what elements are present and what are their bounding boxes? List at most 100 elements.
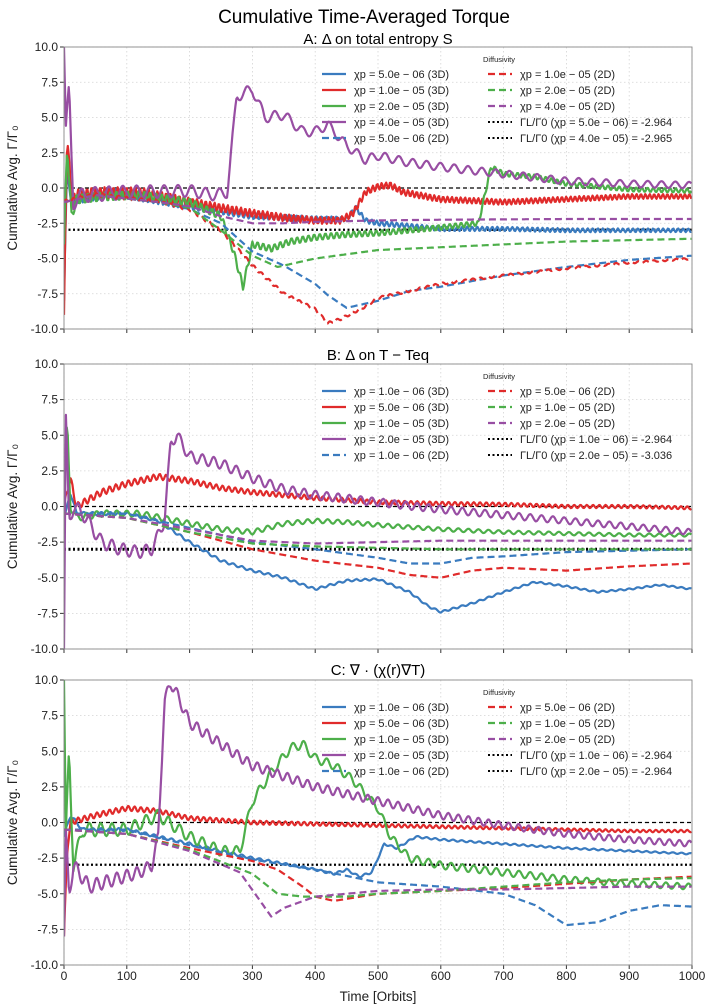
- x-tick-label: 800: [556, 969, 576, 983]
- series-line: [64, 413, 692, 649]
- x-tick-label: 900: [619, 969, 639, 983]
- x-tick-label: 200: [180, 969, 200, 983]
- series-line: [64, 47, 692, 211]
- series-line: [64, 512, 692, 565]
- series-line: [64, 192, 692, 325]
- series-line: [64, 473, 692, 511]
- y-axis-label: Cumulative Avg. Γ/Γ₀: [5, 125, 20, 250]
- y-tick-label: -2.5: [37, 851, 58, 865]
- legend-label: χp = 5.0e − 06 (2D): [354, 133, 449, 145]
- legend-label: χp = 1.0e − 05 (3D): [354, 85, 449, 97]
- legend-label: χp = 4.0e − 05 (2D): [520, 101, 615, 113]
- panels: A: Δ on total entropy S Cumulative Avg. Γ…: [5, 31, 706, 983]
- y-tick-label: 5.0: [41, 428, 58, 442]
- legend-label: χp = 1.0e − 05 (3D): [354, 418, 449, 430]
- legend-label: χp = 2.0e − 05 (2D): [520, 734, 615, 746]
- y-tick-label: -7.5: [37, 606, 58, 620]
- series-line: [64, 426, 692, 538]
- x-tick-label: 0: [61, 969, 68, 983]
- legend-label: χp = 1.0e − 06 (2D): [354, 450, 449, 462]
- plot-area: [64, 413, 692, 649]
- y-tick-label: -7.5: [37, 922, 58, 936]
- legend-label: ΓL/Γ0 (χp = 1.0e − 06) = -2.964: [520, 434, 672, 446]
- legend-label: χp = 5.0e − 06 (3D): [354, 69, 449, 81]
- x-tick-label: 400: [305, 969, 325, 983]
- legend-label: χp = 1.0e − 06 (3D): [354, 702, 449, 714]
- series-line: [64, 493, 692, 614]
- legend: Diffusivity χp = 1.0e − 06 (3D) χp = 5.0e …: [322, 688, 672, 778]
- legend-label: χp = 1.0e − 05 (2D): [520, 69, 615, 81]
- series-line: [64, 512, 692, 545]
- y-tick-label: -5.0: [37, 571, 58, 585]
- legend-label: χp = 4.0e − 05 (3D): [354, 117, 449, 129]
- legend-label: χp = 2.0e − 05 (3D): [354, 434, 449, 446]
- x-tick-label: 600: [431, 969, 451, 983]
- axes-frame: [63, 679, 693, 966]
- panel-B: B: Δ on T − Teq Cumulative Avg. Γ/Γ₀ 10.0 7…: [5, 347, 693, 656]
- legend-label: ΓL/Γ0 (χp = 1.0e − 06) = -2.964: [520, 750, 672, 762]
- legend-label: χp = 2.0e − 05 (2D): [520, 85, 615, 97]
- legend-label: χp = 5.0e − 06 (2D): [520, 386, 615, 398]
- y-axis-label: Cumulative Avg. Γ/Γ₀: [5, 760, 20, 885]
- panel-title: A: Δ on total entropy S: [303, 31, 452, 48]
- panel-A: A: Δ on total entropy S Cumulative Avg. Γ…: [5, 31, 693, 336]
- legend-title: Diffusivity: [483, 688, 515, 697]
- y-tick-label: 2.5: [41, 146, 58, 160]
- legend-label: χp = 1.0e − 06 (3D): [354, 386, 449, 398]
- legend-label: χp = 1.0e − 06 (2D): [354, 766, 449, 778]
- y-tick-label: 5.0: [41, 744, 58, 758]
- y-tick-label: 0.0: [41, 181, 58, 195]
- x-tick-label: 300: [242, 969, 262, 983]
- y-tick-label: 10.0: [35, 40, 59, 54]
- y-tick-label: -5.0: [37, 887, 58, 901]
- y-tick-label: 0.0: [41, 500, 58, 514]
- series-line: [64, 680, 692, 891]
- x-tick-label: 700: [494, 969, 514, 983]
- legend-label: χp = 1.0e − 05 (2D): [520, 402, 615, 414]
- x-axis-label: Time [Orbits]: [340, 989, 417, 1004]
- plot-area: [64, 47, 692, 325]
- panel-C: C: ∇ · (χ(r)∇T) Cumulative Avg. Γ/Γ₀ 0 100 2…: [5, 662, 706, 983]
- panel-title: B: Δ on T − Teq: [327, 347, 429, 364]
- series-line: [64, 685, 692, 937]
- y-axis-label: Cumulative Avg. Γ/Γ₀: [5, 444, 20, 569]
- y-tick-label: 7.5: [41, 709, 58, 723]
- legend-label: χp = 5.0e − 06 (3D): [354, 402, 449, 414]
- y-tick-label: 7.5: [41, 75, 58, 89]
- legend-label: χp = 5.0e − 06 (3D): [354, 718, 449, 730]
- series-line: [64, 828, 692, 898]
- y-tick-label: -2.5: [37, 535, 58, 549]
- legend-label: χp = 1.0e − 05 (3D): [354, 734, 449, 746]
- series-line: [64, 828, 692, 927]
- axes-frame: [63, 46, 693, 330]
- y-tick-label: 0.0: [41, 816, 58, 830]
- legend-title: Diffusivity: [483, 55, 515, 64]
- series-line: [64, 512, 692, 551]
- legend-label: ΓL/Γ0 (χp = 5.0e − 06) = -2.964: [520, 117, 672, 129]
- axes-frame: [63, 363, 693, 650]
- y-tick-label: -10.0: [31, 958, 59, 972]
- series-line: [64, 194, 692, 309]
- y-tick-label: 10.0: [35, 673, 59, 687]
- y-tick-label: -10.0: [31, 642, 59, 656]
- legend-label: χp = 2.0e − 05 (3D): [354, 101, 449, 113]
- y-tick-label: 10.0: [35, 357, 59, 371]
- y-tick-label: 2.5: [41, 780, 58, 794]
- x-tick-label: 1000: [679, 969, 706, 983]
- x-tick-label: 500: [368, 969, 388, 983]
- figure-title: Cumulative Time-Averaged Torque: [218, 7, 510, 28]
- y-tick-label: -5.0: [37, 252, 58, 266]
- legend-title: Diffusivity: [483, 372, 515, 381]
- series-line: [64, 804, 692, 937]
- plot-area: [64, 680, 692, 937]
- y-tick-label: -2.5: [37, 216, 58, 230]
- y-tick-label: 5.0: [41, 111, 58, 125]
- legend-label: ΓL/Γ0 (χp = 4.0e − 05) = -2.965: [520, 133, 672, 145]
- y-tick-label: -10.0: [31, 322, 59, 336]
- legend-label: χp = 2.0e − 05 (3D): [354, 750, 449, 762]
- y-tick-label: -7.5: [37, 287, 58, 301]
- legend-label: χp = 1.0e − 05 (2D): [520, 718, 615, 730]
- legend-label: χp = 2.0e − 05 (2D): [520, 418, 615, 430]
- x-tick-label: 100: [117, 969, 137, 983]
